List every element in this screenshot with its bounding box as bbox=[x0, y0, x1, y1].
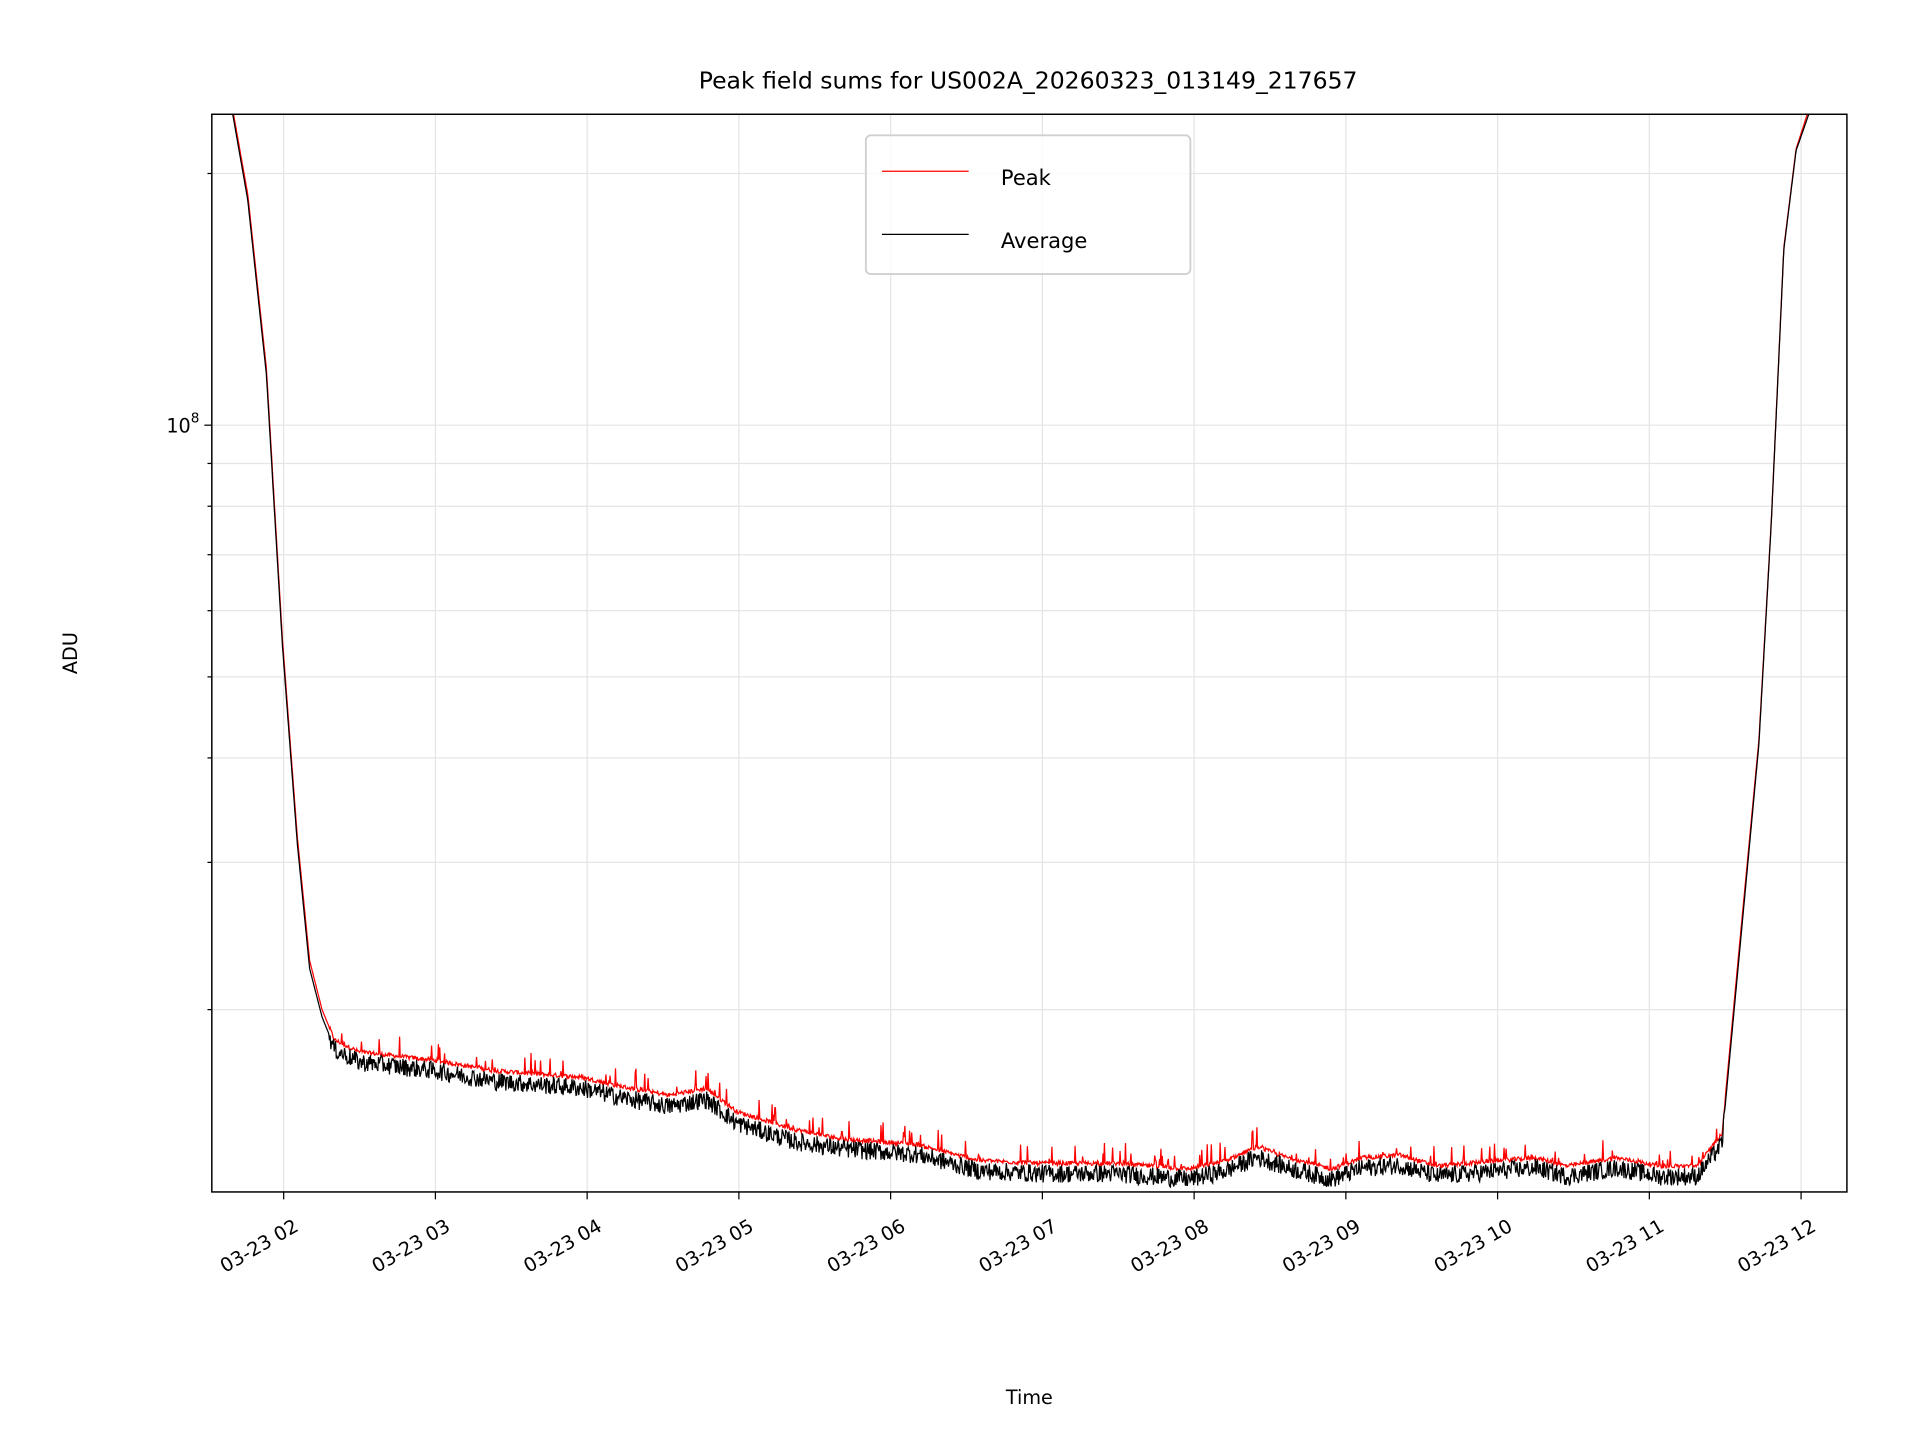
y-tick-label: 108 bbox=[166, 411, 199, 438]
y-axis-label: ADU bbox=[59, 632, 82, 674]
series-peak-line bbox=[232, 114, 1808, 1173]
chart-title: Peak field sums for US002A_20260323_0131… bbox=[699, 66, 1358, 94]
axes-frame bbox=[211, 113, 1848, 1193]
legend: Peak Average bbox=[864, 134, 1192, 275]
y-axis-ticks: 108 bbox=[166, 172, 212, 1011]
series-average-line bbox=[231, 114, 1810, 1189]
legend-label-peak: Peak bbox=[1001, 165, 1052, 190]
x-axis-label: Time bbox=[1005, 1386, 1053, 1409]
legend-label-average: Average bbox=[1001, 228, 1087, 253]
plot-lines bbox=[231, 114, 1810, 1189]
legend-box bbox=[864, 134, 1192, 275]
